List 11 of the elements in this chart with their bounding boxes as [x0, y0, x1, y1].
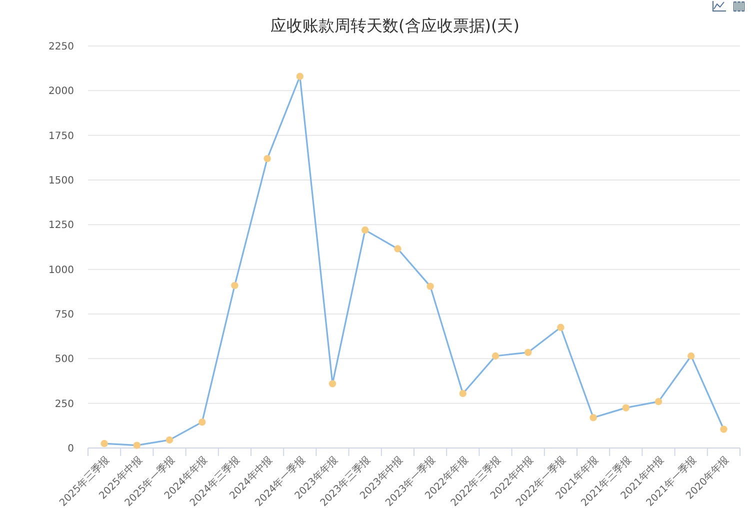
- y-tick-label: 1250: [48, 220, 74, 232]
- y-tick-label: 1750: [48, 130, 74, 142]
- y-tick-label: 2000: [48, 86, 74, 98]
- y-tick-label: 1000: [48, 264, 74, 276]
- y-tick-label: 750: [54, 310, 74, 320]
- y-tick-label: 0: [68, 444, 74, 454]
- y-tick-label: 500: [54, 354, 74, 366]
- chart-title: 应收账款周转天数(含应收票据)(天): [270, 16, 520, 35]
- y-tick-label: 2250: [48, 42, 74, 52]
- y-tick-label: 250: [54, 398, 74, 410]
- y-tick-label: 1500: [48, 176, 74, 186]
